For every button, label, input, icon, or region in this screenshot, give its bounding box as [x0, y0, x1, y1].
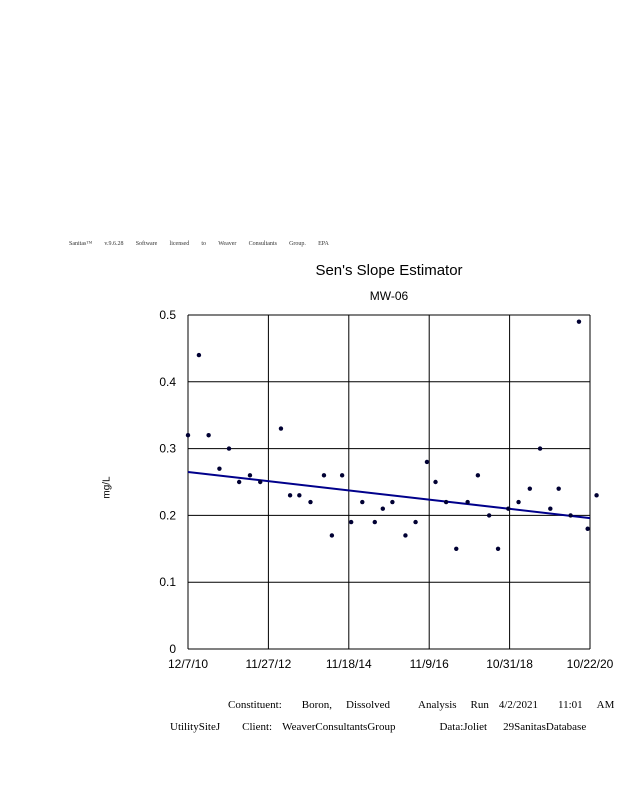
data-point [185, 433, 191, 438]
license-word: to [201, 241, 207, 247]
y-tick-label: 0.2 [159, 508, 176, 522]
y-tick-label: 0 [169, 642, 176, 656]
data-point [258, 479, 263, 485]
license-word: v.9.6.28 [104, 241, 124, 247]
data-point [390, 499, 395, 505]
data-point [380, 506, 386, 511]
y-tick-label: 0.1 [159, 575, 176, 589]
data-point [278, 426, 284, 431]
license-word: EPA [318, 241, 329, 247]
license-notice: Sanitas™ v.9.6.28 Software licensed to Weaver… [69, 241, 329, 247]
data-point [465, 499, 470, 505]
data-point [321, 473, 327, 478]
footer-text: AM [596, 699, 615, 711]
y-tick-label: 0.4 [159, 375, 176, 389]
data-point [226, 446, 232, 451]
footer-text: 4/2/2021 [498, 699, 538, 711]
data-point [537, 446, 543, 451]
data-point [329, 533, 335, 538]
data-point [506, 506, 511, 511]
data-point [403, 533, 408, 538]
license-word: Sanitas™ [69, 241, 93, 247]
data-point [527, 486, 533, 491]
footer-text: WeaverConsultantsGroup [282, 721, 396, 733]
license-word: licensed [169, 241, 190, 247]
data-point [576, 319, 582, 324]
data-point [433, 479, 438, 485]
data-point [217, 466, 222, 471]
data-point [413, 519, 418, 525]
footer-text: Client: [242, 721, 273, 733]
data-point [495, 546, 501, 551]
data-point [516, 499, 521, 505]
data-point [475, 473, 481, 478]
y-tick-label: 0.5 [159, 308, 176, 322]
footer-text: Boron, [301, 699, 333, 711]
footer-text: Run [470, 699, 489, 711]
x-tick-label: 10/31/18 [486, 657, 533, 671]
license-word: Software [135, 241, 158, 247]
footer-text: Constituent: [228, 699, 282, 711]
data-point [585, 526, 590, 531]
footer-text: UtilitySiteJ [170, 721, 221, 733]
data-point [206, 433, 211, 438]
data-point [568, 513, 573, 518]
data-point [556, 486, 561, 491]
x-tick-label: 11/18/14 [326, 657, 372, 671]
data-point [247, 473, 253, 478]
x-tick-label: 11/9/16 [410, 657, 449, 671]
data-point [486, 513, 492, 518]
footer-text: 11:01 [558, 699, 583, 711]
data-point [339, 473, 345, 478]
license-word: Weaver [218, 241, 237, 247]
footer-text: 29SanitasDatabase [503, 721, 587, 733]
footer-text: Analysis [418, 699, 457, 711]
chart-title: Sen's Slope Estimator [315, 262, 463, 279]
data-point [297, 493, 302, 498]
license-word: Consultants [248, 241, 277, 247]
data-point [372, 519, 377, 525]
data-point [424, 459, 430, 465]
data-point [308, 499, 313, 505]
data-point [360, 499, 365, 505]
data-point [443, 499, 449, 505]
chart-subtitle: MW-06 [369, 289, 409, 303]
data-point [236, 479, 242, 485]
x-tick-label: 12/7/10 [168, 657, 208, 671]
license-word: Group. [289, 241, 306, 247]
footer-line-1: Constituent: Boron, Dissolved Analysis Run 4/… [228, 699, 614, 711]
footer-text: Data:Joliet [439, 721, 488, 733]
data-point [196, 352, 202, 358]
data-point [348, 519, 354, 525]
data-point [548, 506, 553, 511]
footer-text: Dissolved [346, 699, 391, 711]
data-point [454, 546, 459, 551]
data-point [287, 493, 293, 498]
y-tick-label: 0.3 [159, 442, 176, 456]
x-tick-label: 11/27/12 [245, 657, 291, 671]
sens-slope-trend-line [187, 470, 591, 520]
x-tick-label: 10/22/20 [567, 657, 614, 671]
footer-line-2: UtilitySiteJ Client: WeaverConsultantsGrou… [170, 721, 586, 733]
data-point [594, 493, 599, 498]
